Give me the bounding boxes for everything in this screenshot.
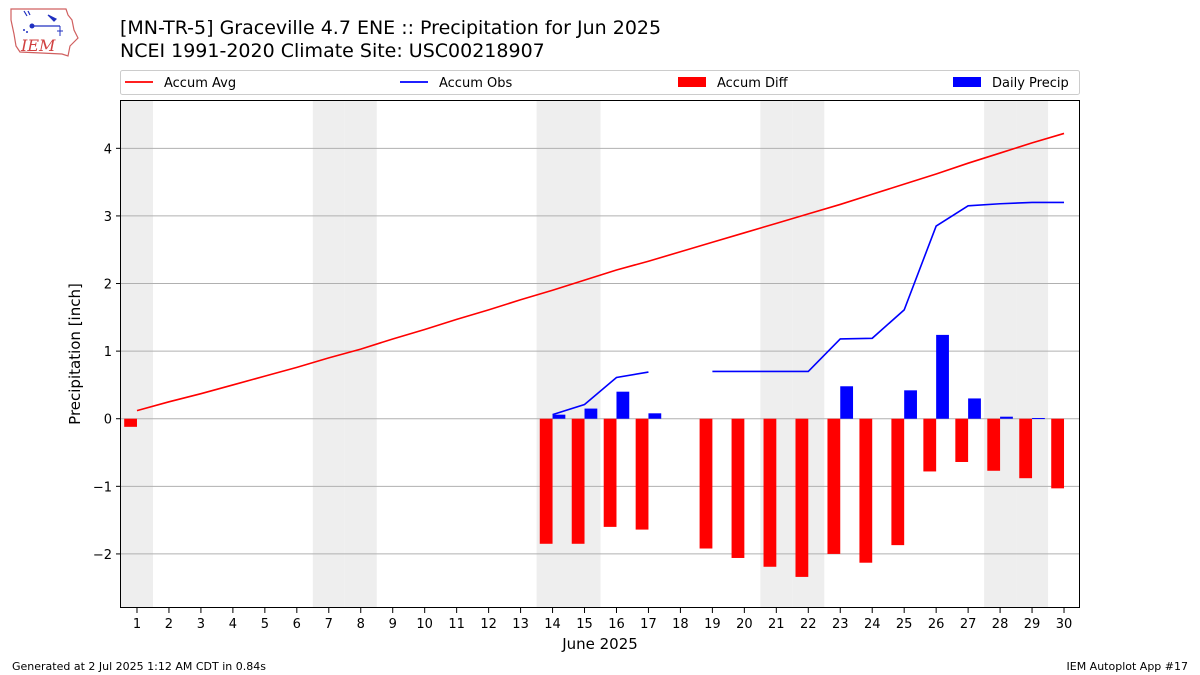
gridlines	[121, 147, 1080, 555]
x-tick-label: 15	[576, 617, 593, 632]
accum-diff-bar	[731, 418, 745, 558]
x-tick-label: 28	[992, 617, 1009, 632]
accum-diff-bar	[827, 418, 841, 554]
accum-avg-line	[136, 132, 1065, 412]
weekend-band	[344, 101, 377, 608]
x-tick-label: 29	[1024, 617, 1041, 632]
daily-precip-bar	[616, 391, 630, 419]
accum-obs-line	[552, 371, 649, 416]
accum-diff-bar	[763, 418, 777, 567]
x-tick-label: 16	[608, 617, 625, 632]
legend-swatch	[953, 77, 981, 87]
legend-label: Accum Diff	[717, 76, 789, 91]
x-tick-label: 30	[1056, 617, 1073, 632]
accum-diff-bar	[124, 418, 137, 427]
x-axis-label: June 2025	[561, 635, 638, 653]
daily-precip-bar	[552, 414, 566, 419]
daily-precip-bar	[1000, 416, 1013, 419]
accum-diff-bar	[987, 418, 1001, 471]
accum-diff-bar	[955, 418, 969, 462]
accum-diff-bar	[571, 418, 585, 544]
y-tick-label: −2	[93, 548, 112, 563]
y-tick-label: 4	[104, 142, 112, 157]
x-tick-label: 14	[544, 617, 561, 632]
weekend-band	[121, 101, 153, 608]
x-tick-label: 20	[736, 617, 753, 632]
y-tick-label: 1	[104, 345, 112, 360]
accum-diff-bar	[635, 418, 649, 530]
accum-diff-bar	[699, 418, 713, 549]
bars	[124, 334, 1065, 577]
x-tick-label: 12	[480, 617, 497, 632]
y-tick-label: 2	[104, 278, 112, 293]
x-tick-label: 21	[768, 617, 785, 632]
legend-label: Daily Precip	[992, 76, 1069, 91]
accum-diff-bar	[859, 418, 873, 563]
y-tick-label: 3	[104, 210, 112, 225]
x-tick-label: 1	[133, 617, 141, 632]
plot-frame	[120, 100, 1080, 608]
footer-app: IEM Autoplot App #17	[1066, 660, 1189, 673]
y-tick-label: −1	[93, 480, 112, 495]
x-tick-label: 6	[293, 617, 301, 632]
x-tick-label: 9	[389, 617, 397, 632]
lines	[136, 132, 1065, 416]
daily-precip-bar	[840, 386, 854, 419]
footer-generated: Generated at 2 Jul 2025 1:12 AM CDT in 0…	[12, 660, 266, 673]
accum-diff-bar	[1019, 418, 1033, 479]
x-tick-label: 7	[325, 617, 333, 632]
daily-precip-bar	[584, 408, 598, 419]
daily-precip-bar	[1032, 418, 1045, 420]
iem-logo: IEM	[10, 8, 79, 57]
x-tick-label: 8	[357, 617, 365, 632]
x-tick-label: 5	[261, 617, 269, 632]
daily-precip-bar	[936, 334, 949, 419]
accum-diff-bar	[603, 418, 617, 527]
chart-subtitle: NCEI 1991-2020 Climate Site: USC00218907	[120, 40, 545, 62]
x-tick-label: 25	[896, 617, 913, 632]
x-tick-label: 13	[512, 617, 529, 632]
daily-precip-bar	[648, 413, 662, 419]
x-tick-label: 2	[165, 617, 173, 632]
accum-diff-bar	[923, 418, 937, 472]
x-tick-label: 4	[229, 617, 237, 632]
accum-diff-bar	[539, 418, 553, 544]
daily-precip-bar	[904, 390, 917, 419]
x-tick-label: 10	[416, 617, 433, 632]
y-tick-label: 0	[104, 413, 112, 428]
x-tick-label: 26	[928, 617, 945, 632]
legend: Accum Avg Accum Obs Accum Diff Daily Precip	[120, 70, 1080, 95]
x-tick-label: 11	[448, 617, 465, 632]
legend-label: Accum Avg	[164, 76, 236, 91]
legend-box	[120, 70, 1080, 95]
logo-text: IEM	[20, 36, 56, 55]
weekend-band	[984, 101, 1017, 608]
x-tick-label: 3	[197, 617, 205, 632]
accum-diff-bar	[795, 418, 809, 577]
accum-obs-line	[712, 201, 1065, 373]
x-tick-label: 23	[832, 617, 849, 632]
x-tick-label: 19	[704, 617, 721, 632]
accum-diff-bar	[1051, 418, 1065, 489]
legend-label: Accum Obs	[439, 76, 512, 91]
x-tick-label: 18	[672, 617, 689, 632]
x-tick-label: 22	[800, 617, 817, 632]
x-tick-label: 17	[640, 617, 657, 632]
accum-diff-bar	[891, 418, 905, 546]
x-tick-label: 27	[960, 617, 977, 632]
chart-title: [MN-TR-5] Graceville 4.7 ENE :: Precipit…	[120, 17, 662, 39]
x-tick-label: 24	[864, 617, 881, 632]
legend-swatch	[678, 77, 706, 87]
weekend-band	[1016, 101, 1049, 608]
y-axis-label: Precipitation [inch]	[66, 283, 84, 425]
daily-precip-bar	[968, 398, 981, 419]
